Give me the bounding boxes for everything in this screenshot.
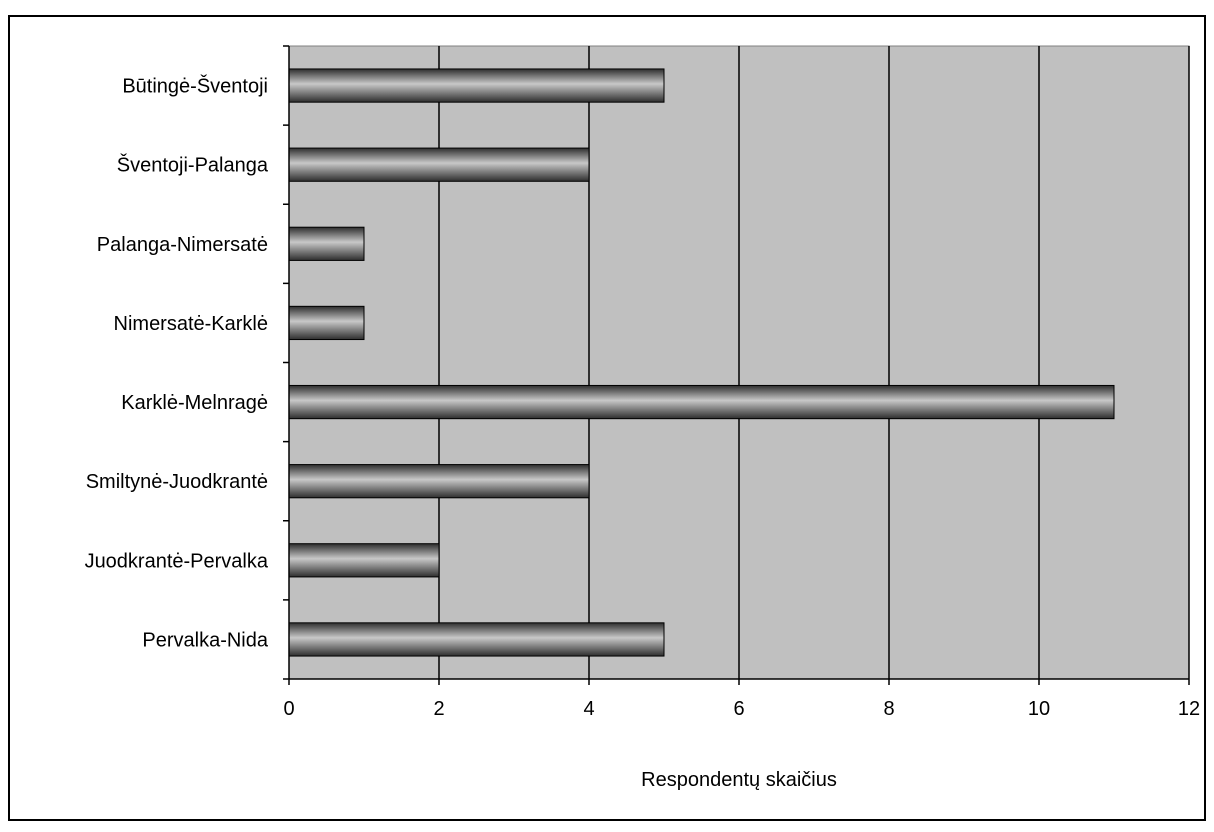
x-tick-label: 12 (1178, 698, 1200, 720)
category-label: Šventoji-Palanga (117, 154, 269, 177)
x-tick-label: 4 (583, 698, 594, 720)
bar (288, 305, 365, 341)
x-tick-label: 2 (433, 698, 444, 720)
axes (283, 45, 1190, 685)
category-label: Pervalka-Nida (142, 629, 268, 651)
x-tick-labels: 0 2 4 6 8 10 12 (283, 698, 1200, 720)
x-axis-title: Respondentų skaičius (641, 769, 837, 791)
x-tick-label: 6 (733, 698, 744, 720)
bar (288, 384, 1115, 420)
category-label: Palanga-Nimersatė (97, 234, 268, 256)
category-labels: Būtingė-Šventoji Šventoji-Palanga Palanga-… (85, 75, 269, 652)
category-label: Karklė-Melnragė (121, 392, 268, 414)
bar (288, 464, 590, 499)
category-label: Būtingė-Šventoji (122, 75, 268, 98)
x-tick-label: 10 (1028, 698, 1050, 720)
bar (288, 622, 665, 657)
x-tick-label: 0 (283, 698, 294, 720)
category-label: Nimersatė-Karklė (114, 313, 268, 335)
bars (288, 68, 1115, 657)
bar (288, 543, 440, 578)
bar (288, 68, 665, 103)
category-label: Smiltynė-Juodkrantė (86, 471, 268, 493)
bar (288, 226, 365, 261)
category-label: Juodkrantė-Pervalka (85, 550, 269, 572)
bar (288, 147, 590, 182)
x-tick-label: 8 (883, 698, 894, 720)
